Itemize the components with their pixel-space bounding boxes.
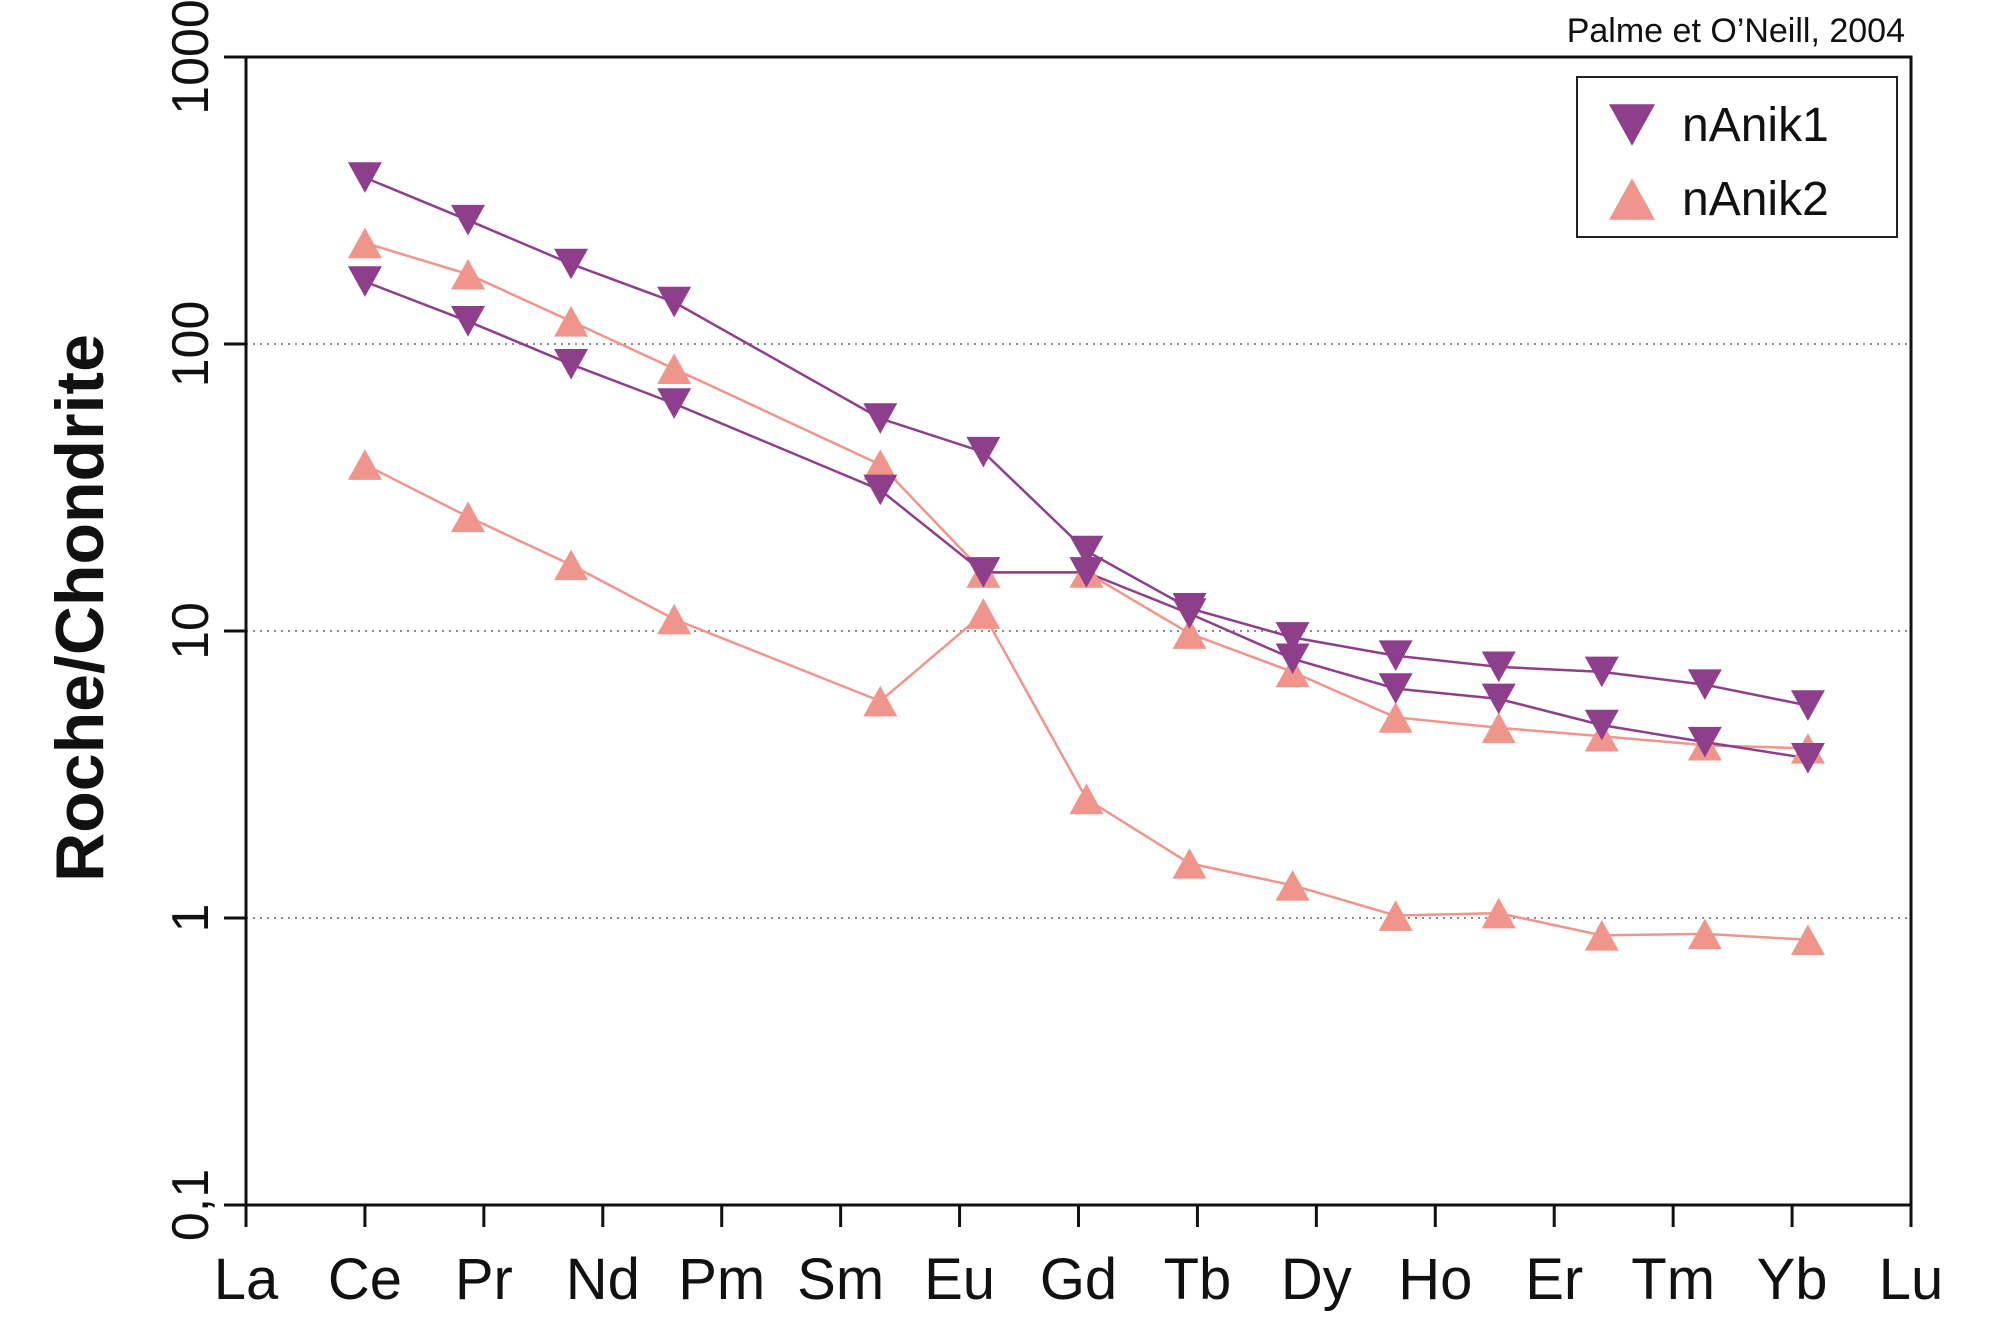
y-tick-label: 1 — [162, 904, 220, 933]
data-point — [1378, 900, 1413, 931]
series-line — [364, 241, 1808, 750]
data-point — [863, 449, 898, 480]
data-point — [1481, 651, 1516, 683]
series-line — [364, 463, 1808, 941]
data-point — [1584, 709, 1619, 741]
data-point — [1584, 656, 1619, 688]
data-point — [1378, 702, 1413, 733]
x-tick-label: Ce — [328, 1247, 402, 1312]
legend: nAnik1 nAnik2 — [1576, 76, 1898, 238]
data-point — [347, 162, 382, 193]
source-note: Palme et O’Neill, 2004 — [1567, 12, 1905, 50]
series-line — [364, 280, 1809, 760]
data-point — [1378, 673, 1413, 704]
x-tick-label: Lu — [1879, 1247, 1944, 1312]
x-tick-label: Gd — [1040, 1247, 1117, 1312]
legend-marker — [1609, 178, 1655, 220]
data-point — [347, 449, 382, 480]
data-point — [1790, 924, 1825, 956]
data-point — [451, 258, 485, 290]
data-point — [863, 685, 898, 717]
x-tick-label: La — [214, 1247, 279, 1312]
x-tick-label: Pr — [455, 1247, 513, 1312]
data-point — [1275, 643, 1310, 675]
x-tick-label: Dy — [1281, 1247, 1352, 1312]
x-tick-label: Nd — [566, 1247, 640, 1312]
data-point — [1687, 669, 1722, 700]
data-point — [451, 501, 485, 533]
data-point — [1275, 622, 1310, 653]
data-point — [657, 388, 692, 419]
data-point — [1172, 848, 1207, 879]
x-tick-label: Ho — [1398, 1247, 1472, 1312]
x-tick-label: Sm — [797, 1247, 884, 1312]
data-point — [1275, 869, 1310, 901]
x-tick-label: Tb — [1164, 1247, 1232, 1312]
data-point — [451, 305, 485, 337]
legend-marker — [1609, 104, 1655, 146]
data-point — [1584, 920, 1619, 951]
data-point — [1172, 598, 1207, 629]
data-point — [554, 348, 589, 380]
data-point — [1687, 918, 1722, 950]
data-point — [1069, 783, 1104, 815]
data-point — [347, 227, 382, 259]
data-point — [863, 474, 898, 506]
data-point — [1790, 743, 1825, 774]
data-point — [657, 286, 692, 318]
data-point — [554, 248, 589, 280]
data-point — [1069, 535, 1104, 567]
x-tick-label: Tm — [1631, 1247, 1715, 1312]
x-tick-label: Yb — [1757, 1247, 1828, 1312]
x-tick-label: Er — [1525, 1247, 1583, 1312]
data-point — [1481, 897, 1516, 929]
data-point — [451, 204, 485, 236]
y-axis-title: Roche/Chondrite — [42, 334, 118, 882]
data-point — [1069, 557, 1104, 588]
data-point — [554, 305, 589, 337]
x-tick-label: Eu — [924, 1247, 995, 1312]
data-point — [1481, 712, 1516, 744]
data-point — [1481, 683, 1516, 715]
data-point — [347, 266, 382, 297]
y-tick-label: 1000 — [162, 0, 220, 115]
data-point — [657, 603, 692, 635]
data-point — [966, 598, 1001, 629]
y-tick-label: 10 — [162, 602, 220, 660]
data-point — [1378, 640, 1413, 672]
legend-label: nAnik1 — [1682, 99, 1829, 152]
data-point — [966, 557, 1001, 588]
data-point — [1790, 690, 1825, 721]
data-point — [1687, 726, 1722, 758]
data-point — [1172, 618, 1207, 649]
x-tick-label: Pm — [678, 1247, 765, 1312]
series-line — [364, 176, 1809, 707]
data-point — [966, 436, 1001, 468]
legend-label: nAnik2 — [1682, 173, 1829, 226]
data-point — [863, 403, 898, 434]
data-point — [657, 353, 692, 385]
data-point — [554, 549, 589, 581]
y-tick-label: 100 — [162, 301, 220, 388]
y-tick-label: 0,1 — [162, 1169, 220, 1241]
